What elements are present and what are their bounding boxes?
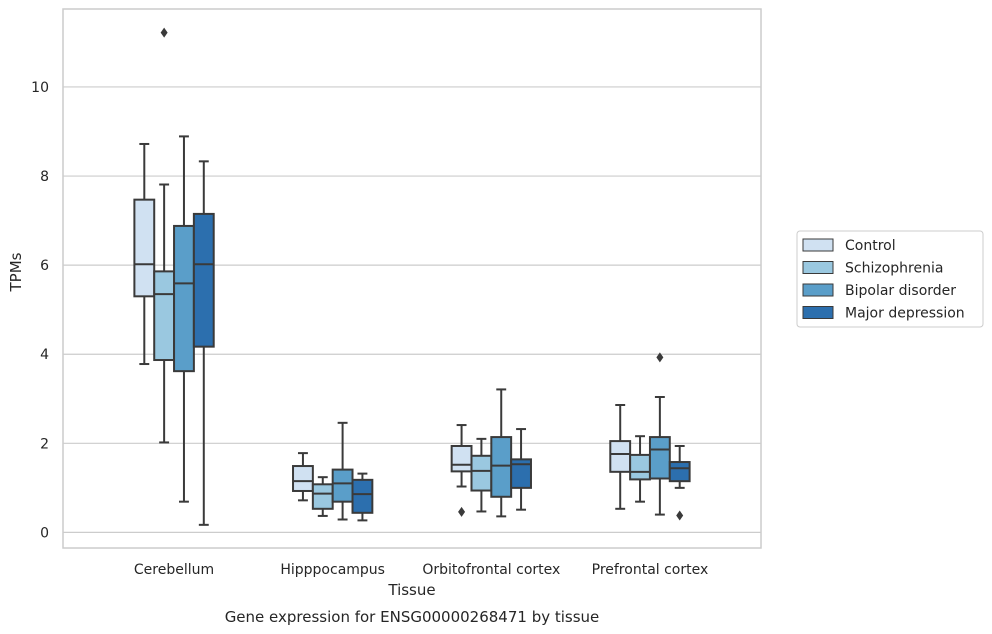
box-control xyxy=(450,424,473,517)
y-tick-label: 0 xyxy=(40,525,49,541)
y-axis-label: TPMs xyxy=(7,252,25,292)
figure-caption: Gene expression for ENSG00000268471 by t… xyxy=(225,608,600,626)
box-iqr xyxy=(668,461,691,483)
x-tick-label: Prefrontal cortex xyxy=(592,562,709,578)
legend-swatch xyxy=(802,306,834,319)
box-major-depression xyxy=(192,160,215,526)
box-schizophrenia xyxy=(311,476,334,517)
x-tick-label: Cerebellum xyxy=(134,562,214,578)
y-tick-label: 2 xyxy=(40,436,49,452)
box-bipolar-disorder xyxy=(490,388,513,518)
legend-label: Bipolar disorder xyxy=(845,283,956,299)
box-control xyxy=(133,142,156,366)
legend: Control Schizophrenia Bipolar disorder Majo… xyxy=(796,230,984,328)
legend-item: Major depression xyxy=(802,306,965,322)
box-iqr xyxy=(153,270,176,362)
box-iqr xyxy=(133,198,156,298)
box-iqr xyxy=(311,483,334,510)
y-tick-label: 10 xyxy=(31,80,49,96)
box-bipolar-disorder xyxy=(648,352,671,516)
box-major-depression xyxy=(668,444,691,521)
legend-label: Control xyxy=(845,238,896,254)
outlier-point xyxy=(656,352,664,363)
legend-swatch xyxy=(802,238,834,252)
box-iqr xyxy=(648,436,671,480)
x-tick-label: Hipppocampus xyxy=(280,562,385,578)
box-iqr xyxy=(510,458,532,489)
box-iqr xyxy=(192,212,215,348)
box-iqr xyxy=(331,468,354,503)
legend-item: Control xyxy=(802,238,896,254)
y-tick-label: 8 xyxy=(40,169,49,185)
legend-label: Major depression xyxy=(845,306,965,322)
legend-label: Schizophrenia xyxy=(845,261,943,277)
box-schizophrenia xyxy=(470,437,493,513)
y-tick-label: 4 xyxy=(40,347,49,363)
x-tick-label: Orbitofrontal cortex xyxy=(422,562,560,578)
x-axis-label: Tissue xyxy=(387,581,435,599)
plot-area-frame xyxy=(62,8,762,549)
box-iqr xyxy=(450,444,473,473)
box-iqr xyxy=(351,478,374,514)
box-iqr xyxy=(470,454,493,492)
x-tick-labels: Cerebellum Hipppocampus Orbitofrontal cort… xyxy=(134,562,708,578)
box-control xyxy=(609,404,632,510)
box-bipolar-disorder xyxy=(173,135,195,503)
box-major-depression xyxy=(510,428,532,511)
y-tick-labels: 0 2 4 6 8 10 xyxy=(31,80,49,541)
box-major-depression xyxy=(351,472,374,522)
box-series xyxy=(133,27,691,526)
outlier-point xyxy=(160,27,168,38)
box-control xyxy=(292,452,314,502)
legend-swatch xyxy=(802,261,834,274)
legend-item: Bipolar disorder xyxy=(802,283,956,299)
outlier-point xyxy=(458,506,466,517)
legend-frame xyxy=(796,230,984,328)
box-bipolar-disorder xyxy=(331,421,354,521)
box-schizophrenia xyxy=(153,27,176,444)
box-iqr xyxy=(292,465,314,492)
legend-swatch xyxy=(802,283,834,297)
legend-item: Schizophrenia xyxy=(802,261,943,277)
box-schizophrenia xyxy=(629,435,651,503)
box-iqr xyxy=(609,440,632,473)
box-iqr xyxy=(490,436,513,498)
outlier-point xyxy=(676,510,684,521)
box-iqr xyxy=(629,453,651,481)
box-iqr xyxy=(173,224,195,373)
y-tick-label: 6 xyxy=(40,258,49,274)
